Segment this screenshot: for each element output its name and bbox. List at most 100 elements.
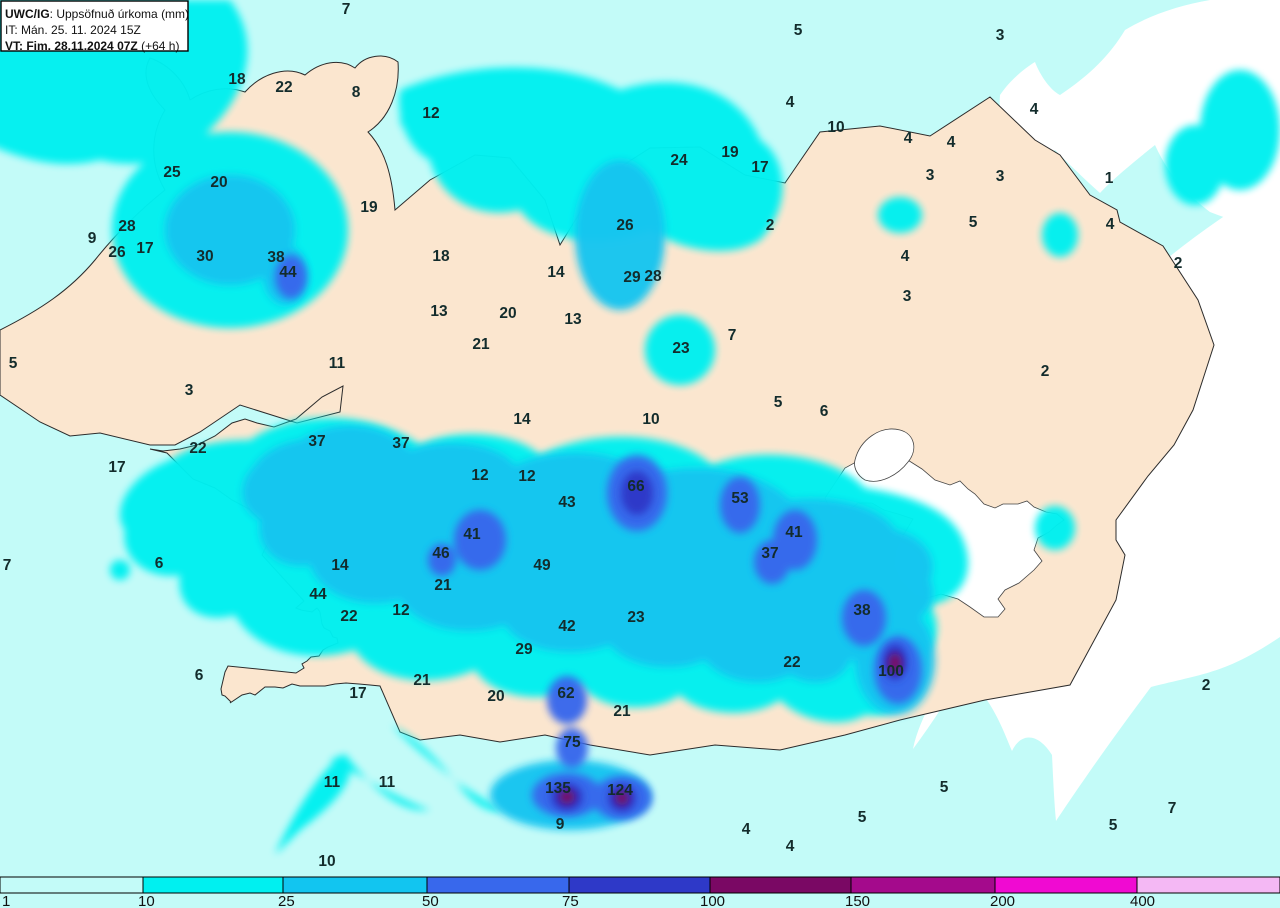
svg-text:6: 6 bbox=[820, 403, 829, 420]
svg-text:28: 28 bbox=[118, 218, 136, 235]
svg-text:29: 29 bbox=[515, 641, 533, 658]
svg-text:21: 21 bbox=[613, 703, 631, 720]
svg-text:41: 41 bbox=[463, 526, 481, 543]
svg-text:135: 135 bbox=[545, 780, 571, 797]
svg-text:200: 200 bbox=[990, 893, 1015, 908]
svg-text:22: 22 bbox=[340, 608, 357, 625]
svg-text:12: 12 bbox=[422, 105, 439, 122]
svg-text:41: 41 bbox=[785, 524, 803, 541]
svg-text:53: 53 bbox=[731, 490, 749, 507]
svg-text:44: 44 bbox=[279, 264, 297, 281]
svg-text:5: 5 bbox=[774, 394, 783, 411]
svg-text:17: 17 bbox=[349, 685, 366, 702]
svg-text:11: 11 bbox=[329, 355, 346, 372]
svg-text:25: 25 bbox=[163, 164, 181, 181]
svg-text:43: 43 bbox=[558, 494, 576, 511]
svg-text:4: 4 bbox=[786, 94, 795, 111]
svg-text:9: 9 bbox=[556, 816, 565, 833]
svg-text:2: 2 bbox=[1041, 363, 1050, 380]
svg-text:49: 49 bbox=[533, 557, 551, 574]
svg-text:75: 75 bbox=[562, 893, 579, 908]
svg-text:13: 13 bbox=[564, 311, 582, 328]
svg-text:7: 7 bbox=[342, 1, 351, 18]
svg-text:19: 19 bbox=[721, 144, 739, 161]
svg-text:30: 30 bbox=[196, 248, 213, 265]
svg-text:46: 46 bbox=[432, 545, 450, 562]
svg-text:9: 9 bbox=[88, 230, 97, 247]
svg-text:7: 7 bbox=[728, 327, 737, 344]
svg-text:12: 12 bbox=[392, 602, 409, 619]
svg-text:24: 24 bbox=[670, 152, 688, 169]
svg-text:14: 14 bbox=[513, 411, 531, 428]
svg-text:21: 21 bbox=[413, 672, 431, 689]
svg-text:18: 18 bbox=[432, 248, 450, 265]
svg-text:11: 11 bbox=[379, 774, 396, 791]
svg-text:11: 11 bbox=[324, 774, 341, 791]
svg-text:75: 75 bbox=[563, 734, 581, 751]
svg-text:21: 21 bbox=[472, 336, 490, 353]
svg-text:6: 6 bbox=[155, 555, 164, 572]
svg-text:18: 18 bbox=[228, 71, 246, 88]
svg-text:5: 5 bbox=[794, 22, 803, 39]
svg-text:37: 37 bbox=[392, 435, 409, 452]
svg-text:124: 124 bbox=[607, 782, 633, 799]
svg-text:1: 1 bbox=[1105, 170, 1114, 187]
svg-text:IT: Mán. 25. 11. 2024 15Z: IT: Mán. 25. 11. 2024 15Z bbox=[5, 23, 141, 37]
svg-text:50: 50 bbox=[422, 893, 439, 908]
svg-text:6: 6 bbox=[195, 667, 204, 684]
svg-text:5: 5 bbox=[969, 214, 978, 231]
svg-text:20: 20 bbox=[487, 688, 504, 705]
svg-text:5: 5 bbox=[9, 355, 18, 372]
svg-text:4: 4 bbox=[947, 134, 956, 151]
svg-text:4: 4 bbox=[904, 130, 913, 147]
svg-text:62: 62 bbox=[557, 685, 574, 702]
svg-text:23: 23 bbox=[627, 609, 645, 626]
svg-text:5: 5 bbox=[1109, 817, 1118, 834]
svg-text:10: 10 bbox=[827, 119, 844, 136]
svg-text:4: 4 bbox=[786, 838, 795, 855]
svg-text:14: 14 bbox=[331, 557, 349, 574]
svg-text:3: 3 bbox=[185, 382, 194, 399]
svg-text:12: 12 bbox=[471, 467, 488, 484]
svg-text:37: 37 bbox=[761, 545, 778, 562]
svg-text:VT: Fim. 28.11.2024 07Z (+64 h: VT: Fim. 28.11.2024 07Z (+64 h) bbox=[5, 39, 179, 53]
svg-text:17: 17 bbox=[136, 240, 153, 257]
svg-text:19: 19 bbox=[360, 199, 378, 216]
svg-text:22: 22 bbox=[783, 654, 800, 671]
svg-text:17: 17 bbox=[108, 459, 125, 476]
svg-text:100: 100 bbox=[700, 893, 725, 908]
svg-text:8: 8 bbox=[352, 84, 361, 101]
svg-text:22: 22 bbox=[189, 440, 206, 457]
svg-text:2: 2 bbox=[1174, 255, 1183, 272]
svg-text:10: 10 bbox=[318, 853, 335, 870]
svg-text:17: 17 bbox=[751, 159, 768, 176]
svg-text:150: 150 bbox=[845, 893, 870, 908]
svg-text:4: 4 bbox=[742, 821, 751, 838]
svg-text:4: 4 bbox=[901, 248, 910, 265]
svg-text:66: 66 bbox=[627, 478, 645, 495]
svg-text:1: 1 bbox=[2, 893, 10, 908]
svg-text:100: 100 bbox=[878, 663, 904, 680]
svg-text:26: 26 bbox=[616, 217, 634, 234]
svg-text:3: 3 bbox=[996, 27, 1005, 44]
svg-text:10: 10 bbox=[138, 893, 155, 908]
svg-text:2: 2 bbox=[766, 217, 775, 234]
svg-text:25: 25 bbox=[278, 893, 295, 908]
svg-text:44: 44 bbox=[309, 586, 327, 603]
svg-text:3: 3 bbox=[996, 168, 1005, 185]
svg-text:22: 22 bbox=[275, 79, 292, 96]
svg-text:UWC/IG: Uppsöfnuð úrkoma (mm): UWC/IG: Uppsöfnuð úrkoma (mm) bbox=[5, 7, 189, 21]
svg-text:13: 13 bbox=[430, 303, 448, 320]
svg-text:5: 5 bbox=[858, 809, 867, 826]
svg-text:26: 26 bbox=[108, 244, 126, 261]
svg-text:12: 12 bbox=[518, 468, 535, 485]
svg-text:14: 14 bbox=[547, 264, 565, 281]
svg-text:23: 23 bbox=[672, 340, 690, 357]
svg-text:7: 7 bbox=[3, 557, 12, 574]
svg-text:37: 37 bbox=[308, 433, 325, 450]
svg-text:28: 28 bbox=[644, 268, 662, 285]
svg-text:42: 42 bbox=[558, 618, 575, 635]
svg-text:20: 20 bbox=[499, 305, 516, 322]
svg-text:38: 38 bbox=[853, 602, 871, 619]
svg-text:10: 10 bbox=[642, 411, 659, 428]
